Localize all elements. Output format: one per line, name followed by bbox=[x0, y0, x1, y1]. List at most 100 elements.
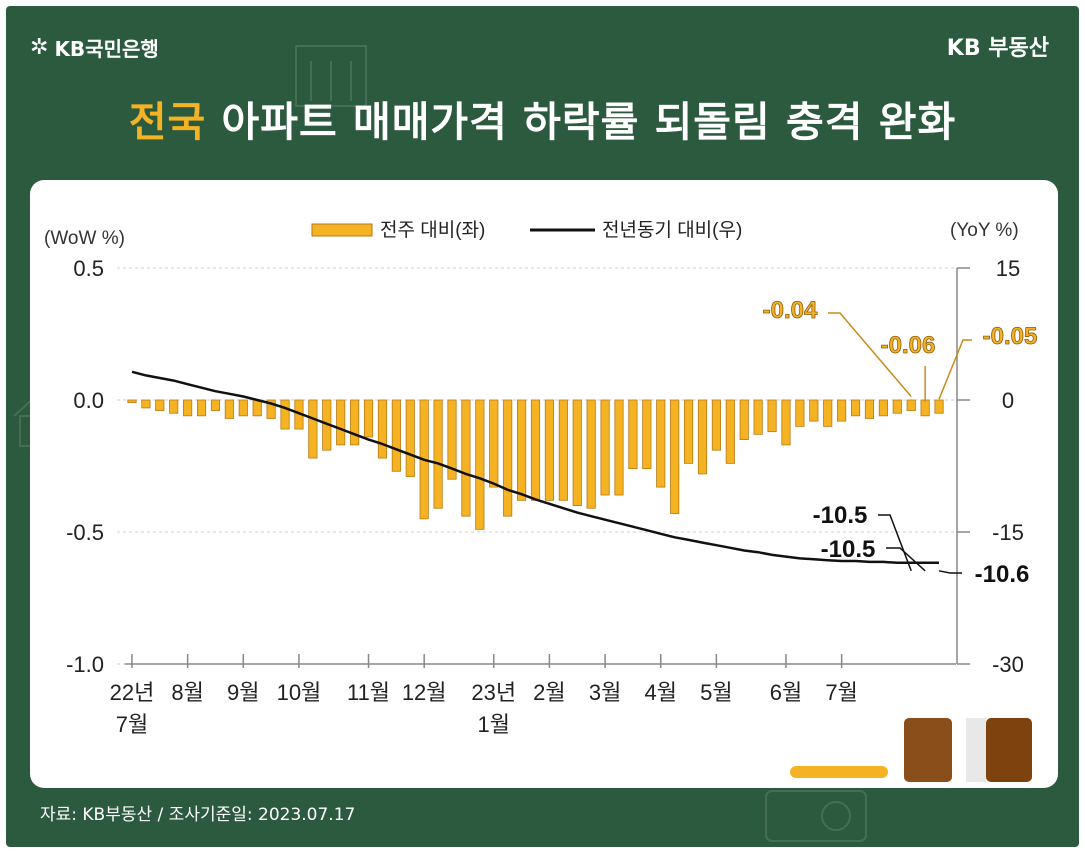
weekly-bar bbox=[642, 399, 652, 470]
x-tick-label: 9월 bbox=[227, 680, 259, 705]
title-highlight: 전국 bbox=[128, 98, 207, 146]
weekly-bar bbox=[544, 399, 554, 501]
weekly-bar bbox=[530, 399, 541, 501]
axes bbox=[125, 267, 970, 668]
page-title: 전국 아파트 매매가격 하락률 되돌림 충격 완화 bbox=[0, 88, 1085, 148]
calculator-outline-icon bbox=[765, 790, 867, 842]
x-tick-label: 6월 bbox=[770, 680, 802, 705]
x-tick-label: 4월 bbox=[644, 680, 676, 705]
left-tick-label: 0.5 bbox=[73, 256, 104, 281]
weekly-bar bbox=[489, 399, 499, 488]
weekly-bar bbox=[391, 399, 401, 472]
weekly-bar bbox=[586, 399, 596, 509]
x-tick-label-line2: 1월 bbox=[478, 712, 510, 737]
background-decoration bbox=[13, 45, 867, 842]
chart-card bbox=[30, 180, 1058, 788]
weekly-bar bbox=[809, 399, 819, 422]
weekly-bar bbox=[238, 399, 248, 417]
weekly-bar bbox=[447, 399, 457, 480]
x-tick-label: 12월 bbox=[402, 680, 447, 705]
weekly-bar bbox=[795, 399, 805, 427]
weekly-bar bbox=[628, 399, 638, 470]
weekly-bar bbox=[711, 399, 721, 451]
x-tick-label: 3월 bbox=[589, 680, 621, 705]
line-callout-label: -10.5 bbox=[821, 536, 876, 563]
right-axis-label: (YoY %) bbox=[950, 220, 1019, 241]
annotations: -0.04 -0.06 -0.05 -10.5 -10.5 -10.6 bbox=[762, 297, 1038, 588]
x-tick-label: 8월 bbox=[171, 680, 203, 705]
x-tick-label: 10월 bbox=[277, 680, 322, 705]
weekly-bar bbox=[363, 399, 374, 438]
left-tick-label: -0.5 bbox=[66, 520, 104, 545]
weekly-bar bbox=[683, 399, 694, 464]
decor-block-white bbox=[966, 718, 986, 782]
x-tick-label: 23년 bbox=[471, 680, 516, 705]
weekly-bar bbox=[572, 399, 582, 506]
weekly-bar bbox=[837, 399, 847, 422]
weekly-bar bbox=[280, 399, 290, 430]
decor-block-brown-2 bbox=[986, 718, 1032, 782]
right-tick-label: 15 bbox=[996, 256, 1020, 281]
legend: 전주 대비(좌) 전년동기 대비(우) bbox=[311, 219, 742, 241]
weekly-bar bbox=[920, 399, 930, 417]
line-callout-leader bbox=[886, 547, 926, 572]
weekly-bar bbox=[906, 399, 916, 411]
yoy-line-series bbox=[131, 370, 939, 565]
weekly-bar bbox=[614, 399, 624, 496]
right-tick-label: -15 bbox=[992, 520, 1024, 545]
weekly-bar bbox=[934, 399, 944, 414]
weekly-bar bbox=[308, 399, 318, 459]
weekly-bar bbox=[183, 399, 193, 417]
weekly-bar bbox=[781, 399, 791, 446]
bank-name: KB국민은행 bbox=[54, 37, 159, 61]
bar-callout-leader bbox=[828, 312, 912, 398]
weekly-bar bbox=[725, 399, 735, 464]
decor-highlight-stroke bbox=[790, 766, 888, 778]
weekly-bar bbox=[753, 399, 763, 435]
left-axis-label: (WoW %) bbox=[44, 228, 125, 249]
line-callout-leader bbox=[938, 570, 962, 574]
decorative-blocks bbox=[790, 718, 1032, 782]
real-estate-brand: KB 부동산 bbox=[946, 36, 1049, 61]
tick-labels: 0.5 15 0.0 0 -0.5 -15 -1.0 -30 22년 7월 8월 9월 10월 11월 12… bbox=[66, 256, 1024, 737]
line-callout-label: -10.5 bbox=[813, 502, 868, 529]
right-tick-label: 0 bbox=[1002, 388, 1014, 413]
weekly-bar bbox=[517, 399, 527, 501]
title-rest: 아파트 매매가격 하락률 되돌림 충격 완화 bbox=[206, 98, 957, 146]
bank-logo: ✲ KB국민은행 bbox=[30, 33, 159, 62]
weekly-bar bbox=[864, 399, 875, 419]
weekly-bar bbox=[169, 399, 179, 414]
building-outline-icon bbox=[295, 45, 367, 107]
legend-bar-swatch bbox=[311, 223, 373, 237]
x-tick-label: 5월 bbox=[700, 680, 732, 705]
x-tick-label: 22년 bbox=[110, 680, 155, 705]
left-tick-label: -1.0 bbox=[66, 652, 104, 677]
x-tick-label-line2: 7월 bbox=[116, 712, 148, 737]
bar-callout-leader bbox=[938, 339, 972, 400]
legend-bar-label: 전주 대비(좌) bbox=[380, 219, 485, 241]
x-tick-label: 11월 bbox=[347, 680, 390, 705]
weekly-bar bbox=[377, 399, 388, 459]
weekly-bar bbox=[697, 399, 708, 475]
weekly-bar bbox=[127, 399, 137, 404]
weekly-bar bbox=[155, 399, 165, 411]
weekly-bar bbox=[210, 399, 221, 411]
legend-line-label: 전년동기 대비(우) bbox=[602, 219, 742, 241]
weekly-bar bbox=[600, 399, 610, 496]
weekly-bar bbox=[336, 399, 346, 446]
star-logo-icon: ✲ bbox=[30, 35, 49, 60]
weekly-bar bbox=[433, 399, 443, 509]
weekly-bar bbox=[461, 399, 471, 517]
weekly-bar bbox=[823, 399, 833, 427]
weekly-bar bbox=[350, 399, 360, 446]
weekly-bar bbox=[850, 399, 861, 417]
weekly-bar bbox=[878, 399, 888, 417]
weekly-bar bbox=[266, 399, 276, 419]
weekly-bar bbox=[656, 399, 666, 488]
x-tick-label: 7월 bbox=[825, 680, 857, 705]
weekly-bar bbox=[141, 399, 151, 409]
weekly-bar bbox=[767, 399, 777, 433]
line-callout-label: -10.6 bbox=[975, 561, 1030, 588]
